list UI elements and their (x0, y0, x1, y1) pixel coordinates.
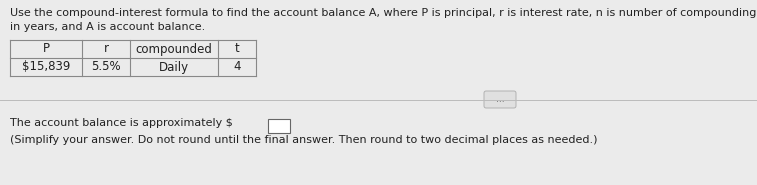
Text: Daily: Daily (159, 60, 189, 73)
Text: Use the compound-interest formula to find the account balance A, where P is prin: Use the compound-interest formula to fin… (10, 8, 757, 18)
Text: P: P (42, 43, 49, 56)
Text: in years, and A is account balance.: in years, and A is account balance. (10, 22, 205, 32)
FancyBboxPatch shape (484, 91, 516, 108)
Text: r: r (104, 43, 108, 56)
Text: 5.5%: 5.5% (91, 60, 121, 73)
Text: t: t (235, 43, 239, 56)
Text: $15,839: $15,839 (22, 60, 70, 73)
Text: compounded: compounded (136, 43, 213, 56)
Text: The account balance is approximately $: The account balance is approximately $ (10, 118, 232, 128)
Text: ...: ... (496, 95, 504, 104)
Text: (Simplify your answer. Do not round until the final answer. Then round to two de: (Simplify your answer. Do not round unti… (10, 135, 597, 145)
Text: 4: 4 (233, 60, 241, 73)
Bar (268, 119, 290, 133)
